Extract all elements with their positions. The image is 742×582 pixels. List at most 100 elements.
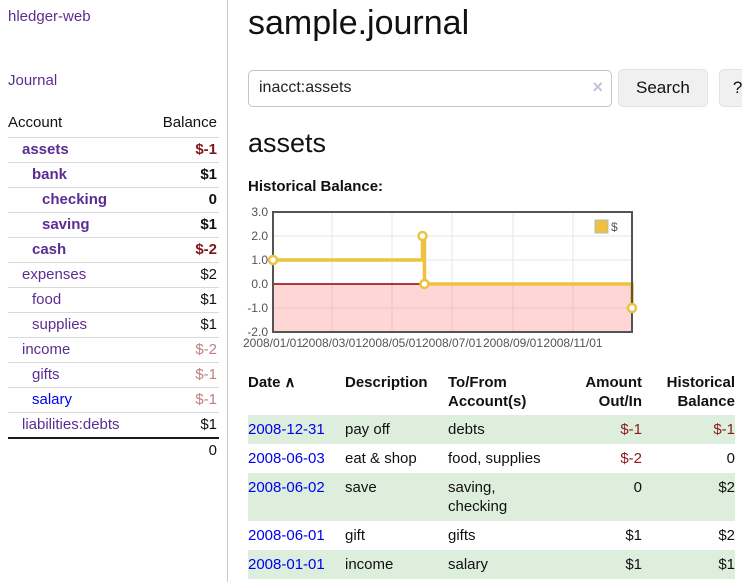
account-row: checking 0 bbox=[8, 187, 219, 212]
column-header-date[interactable]: Date ∧ bbox=[248, 374, 296, 391]
search-input[interactable] bbox=[248, 69, 612, 107]
transaction-accounts: gifts bbox=[448, 527, 476, 544]
transaction-amount: $1 bbox=[556, 550, 642, 579]
main-content: sample.journal × Search ? assets Histori… bbox=[228, 0, 742, 582]
column-header-historical: Historical Balance bbox=[666, 374, 735, 410]
chart-svg: $3.0 2.0 1.0 0.0 -1.0 -2.02008/01/012008/03/0… bbox=[243, 205, 638, 350]
svg-text:2008/09/01: 2008/09/01 bbox=[483, 336, 543, 350]
transaction-amount: $1 bbox=[625, 527, 642, 544]
transaction-row: 2008-01-01 income salary $1 $1 bbox=[248, 550, 735, 579]
transaction-amount: $-2 bbox=[620, 450, 642, 467]
page-title: sample.journal bbox=[248, 4, 470, 42]
account-link-gifts[interactable]: gifts bbox=[32, 366, 60, 383]
svg-text:2008/01/01: 2008/01/01 bbox=[243, 336, 303, 350]
account-row: food $1 bbox=[8, 287, 219, 312]
chart-title: Historical Balance: bbox=[248, 178, 384, 195]
transaction-balance: $-1 bbox=[642, 415, 735, 444]
account-row: salary $-1 bbox=[8, 387, 219, 412]
svg-text:2.0: 2.0 bbox=[251, 229, 268, 243]
account-balance: $-1 bbox=[195, 366, 217, 383]
account-link-saving[interactable]: saving bbox=[42, 216, 90, 233]
sidebar: hledger-web Journal Account Balance asse… bbox=[0, 0, 228, 582]
transaction-row: 2008-06-01 gift gifts $1 $2 bbox=[248, 521, 735, 550]
account-balance: $1 bbox=[200, 166, 217, 183]
transaction-balance: 0 bbox=[726, 450, 735, 467]
transaction-row: 2008-06-03 eat & shop food, supplies $-2 0 bbox=[248, 444, 735, 473]
sort-ascending-icon: ∧ bbox=[284, 374, 296, 391]
account-column-header: Account bbox=[8, 114, 63, 131]
account-page-title: assets bbox=[248, 128, 327, 158]
account-row: bank $1 bbox=[8, 162, 219, 187]
account-link-income[interactable]: income bbox=[22, 341, 71, 358]
transaction-amount: $-1 bbox=[556, 415, 642, 444]
transaction-amount: 0 bbox=[556, 473, 642, 521]
account-row: assets $-1 bbox=[8, 137, 219, 162]
account-balance: $1 bbox=[200, 291, 217, 308]
account-link-supplies[interactable]: supplies bbox=[32, 316, 88, 333]
account-link-checking[interactable]: checking bbox=[42, 191, 108, 208]
brand: hledger-web bbox=[8, 8, 219, 26]
account-link-salary[interactable]: salary bbox=[32, 391, 73, 408]
historical-balance-chart: $3.0 2.0 1.0 0.0 -1.0 -2.0 2008/01/01 2008/03/0… bbox=[243, 204, 742, 359]
account-tree: Account Balance assets $-1 bank $1 checking 0… bbox=[8, 111, 219, 463]
svg-text:$: $ bbox=[611, 220, 618, 234]
account-balance: $1 bbox=[200, 416, 217, 433]
transaction-balance: $2 bbox=[718, 527, 735, 544]
register-table: Date ∧ Description To/From Account(s) Amount O… bbox=[248, 371, 735, 579]
account-link-bank[interactable]: bank bbox=[32, 166, 68, 183]
account-link-assets[interactable]: assets bbox=[22, 141, 69, 158]
account-link-food[interactable]: food bbox=[32, 291, 62, 308]
account-rows: assets $-1 bank $1 checking 0 saving $1 cash $-2 e… bbox=[8, 137, 219, 437]
account-row: gifts $-1 bbox=[8, 362, 219, 387]
transaction-balance: $1 bbox=[642, 550, 735, 579]
transaction-description: gift bbox=[345, 527, 366, 544]
transaction-accounts: debts bbox=[448, 415, 556, 444]
transaction-description: save bbox=[345, 473, 448, 521]
transaction-balance: $2 bbox=[642, 473, 735, 521]
account-balance: $1 bbox=[200, 316, 217, 333]
transaction-description: income bbox=[345, 550, 448, 579]
svg-text:0.0: 0.0 bbox=[251, 277, 268, 291]
account-balance: $-2 bbox=[195, 241, 217, 258]
help-button[interactable]: ? bbox=[718, 69, 742, 107]
transaction-accounts: saving, checking bbox=[448, 473, 556, 521]
account-row: supplies $1 bbox=[8, 312, 219, 337]
total-balance: 0 bbox=[208, 442, 217, 459]
transaction-accounts: food, supplies bbox=[448, 450, 541, 467]
transaction-date-link[interactable]: 2008-06-03 bbox=[248, 450, 325, 467]
svg-text:2008/03/01: 2008/03/01 bbox=[302, 336, 362, 350]
brand-link[interactable]: hledger-web bbox=[8, 8, 91, 25]
sidebar-item-journal[interactable]: Journal bbox=[8, 72, 58, 89]
svg-text:-2.0: -2.0 bbox=[247, 325, 268, 339]
register-table-header: Date ∧ Description To/From Account(s) Amount O… bbox=[248, 371, 735, 415]
transaction-row: 2008-12-31 pay off debts $-1 $-1 bbox=[248, 415, 735, 444]
transaction-row: 2008-06-02 save saving, checking 0 $2 bbox=[248, 473, 735, 521]
transaction-date-link[interactable]: 2008-01-01 bbox=[248, 556, 325, 573]
account-balance: $1 bbox=[200, 216, 217, 233]
svg-text:2008/11/01: 2008/11/01 bbox=[543, 336, 602, 350]
search-bar: × Search ? bbox=[248, 69, 742, 107]
account-balance: $-1 bbox=[195, 391, 217, 408]
account-total-row: 0 bbox=[8, 437, 219, 463]
account-tree-header: Account Balance bbox=[8, 111, 219, 137]
svg-text:3.0: 3.0 bbox=[251, 205, 268, 219]
transaction-date-link[interactable]: 2008-12-31 bbox=[248, 421, 325, 438]
account-link-liabilities-debts[interactable]: liabilities:debts bbox=[22, 416, 120, 433]
search-button[interactable]: Search bbox=[618, 69, 708, 107]
account-link-cash[interactable]: cash bbox=[32, 241, 67, 258]
search-input-wrap: × bbox=[248, 69, 612, 107]
transaction-date-link[interactable]: 2008-06-02 bbox=[248, 479, 325, 496]
account-balance: $-2 bbox=[195, 341, 217, 358]
account-link-expenses[interactable]: expenses bbox=[22, 266, 87, 283]
account-row: saving $1 bbox=[8, 212, 219, 237]
svg-text:-1.0: -1.0 bbox=[247, 301, 268, 315]
transaction-description: pay off bbox=[345, 415, 448, 444]
sidebar-nav: Journal bbox=[8, 72, 219, 90]
register-table-body: 2008-12-31 pay off debts $-1 $-1 2008-06-03 ea… bbox=[248, 415, 735, 579]
column-header-description: Description bbox=[345, 374, 428, 391]
transaction-date-link[interactable]: 2008-06-01 bbox=[248, 527, 325, 544]
clear-search-icon[interactable]: × bbox=[592, 76, 603, 97]
column-header-amount: Amount Out/In bbox=[585, 374, 642, 410]
account-row: liabilities:debts $1 bbox=[8, 412, 219, 437]
